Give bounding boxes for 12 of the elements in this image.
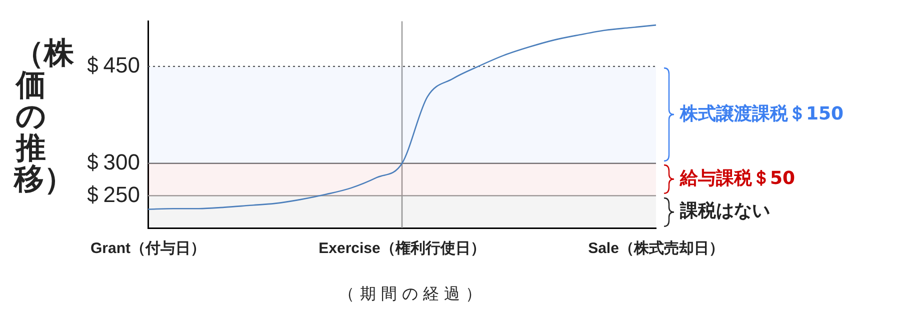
x-tick-label: Exercise（権利行使日）	[318, 240, 486, 258]
band-label: 給与課税＄50	[679, 168, 796, 190]
y-tick-label: ＄450	[81, 52, 140, 78]
x-tick-label: Grant（付与日）	[90, 240, 206, 258]
y-tick-label: ＄250	[81, 182, 140, 207]
y-tick-label: ＄300	[81, 149, 140, 174]
line-series	[147, 24, 657, 210]
x-tick-label: Sale（株式売却日）	[588, 240, 724, 258]
band-label: 課税はない	[679, 200, 770, 222]
band-label: 株式譲渡課税＄150	[679, 104, 844, 125]
x-axis-title: （ 期 間 の 経 過 ）	[338, 284, 482, 305]
y-axis-title: （株価の推移）	[14, 36, 74, 197]
